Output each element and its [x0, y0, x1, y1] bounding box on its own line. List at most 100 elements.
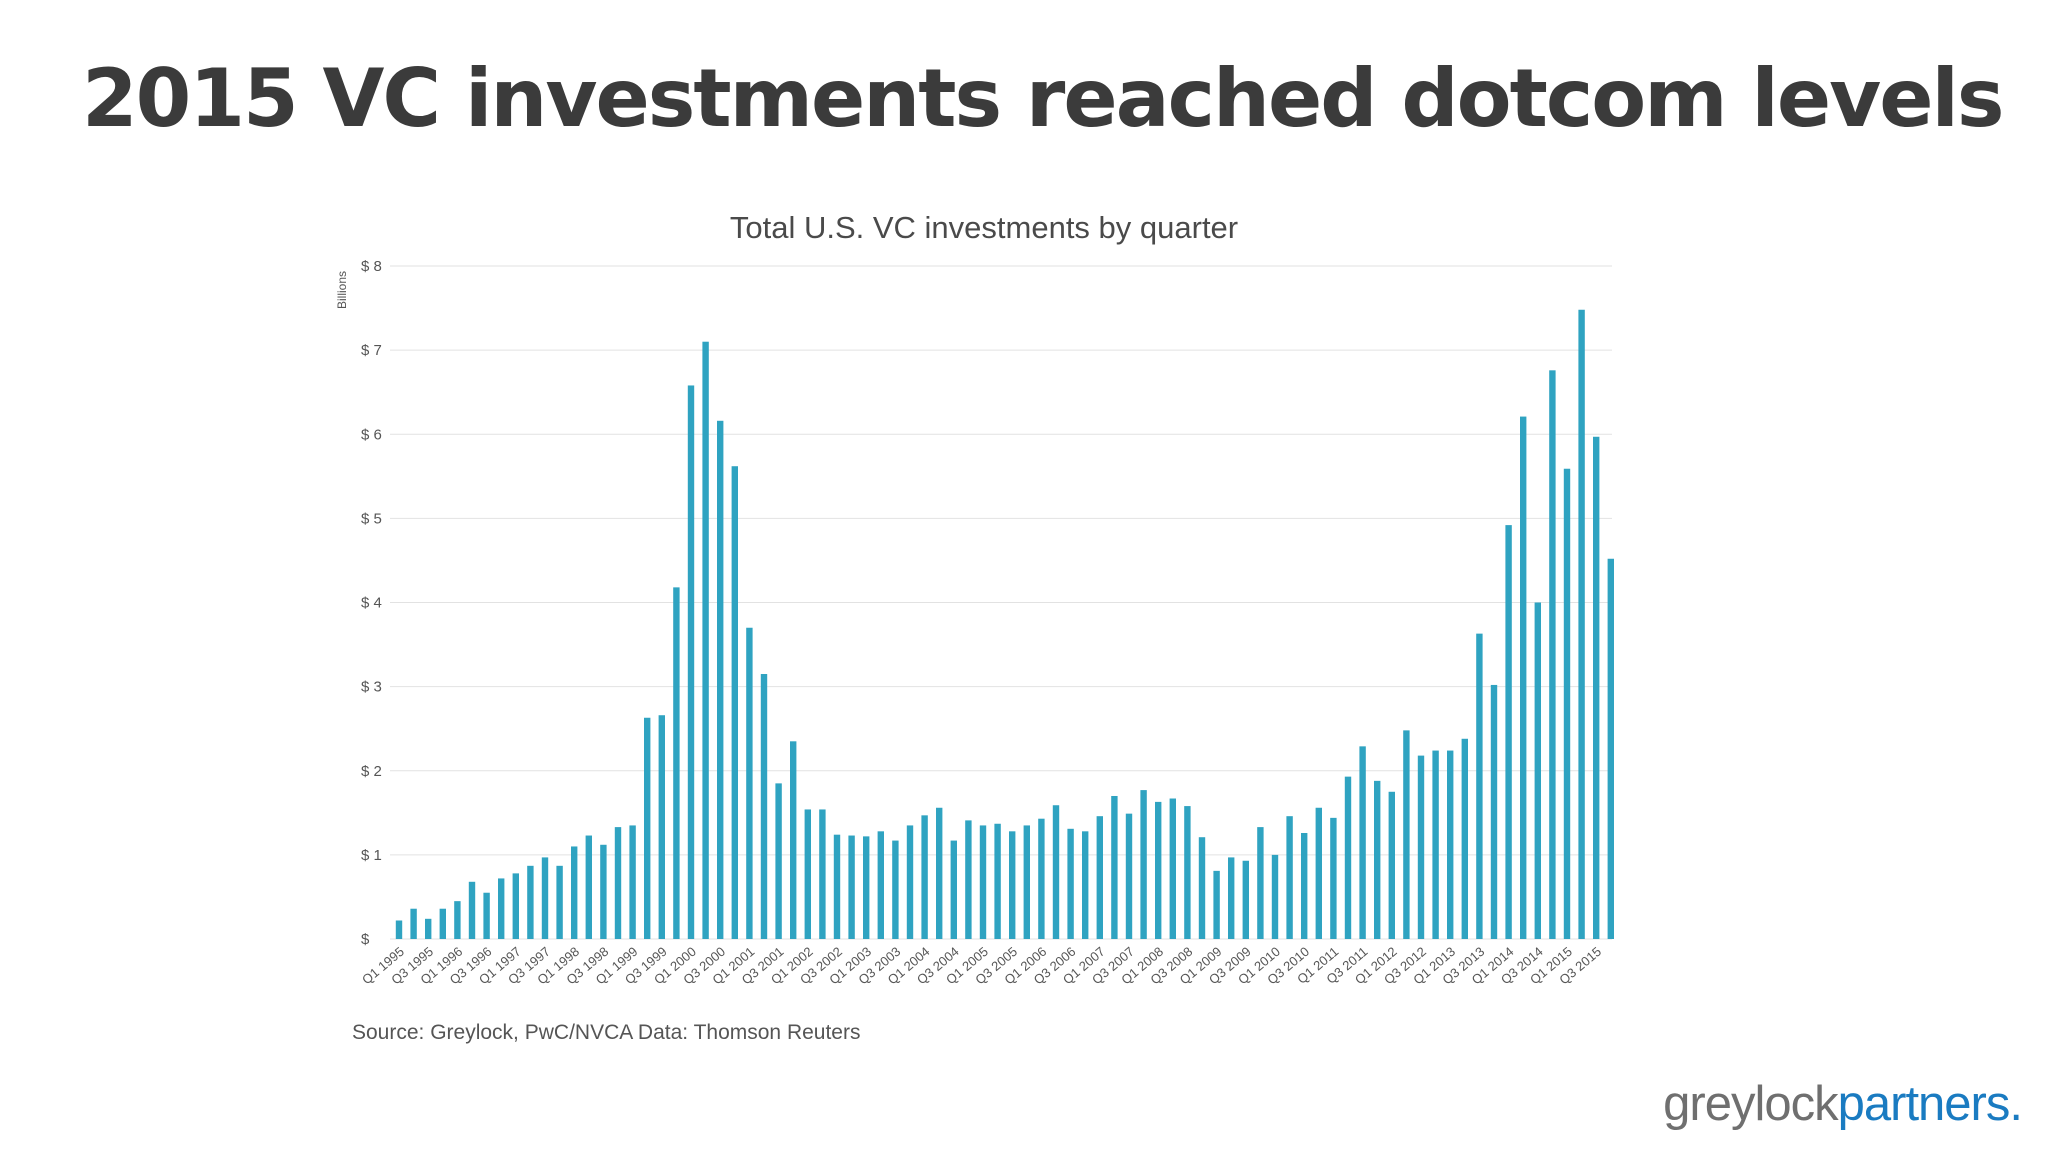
bar-q2-2005 — [994, 823, 1001, 939]
bar-q3-2013 — [1476, 633, 1483, 939]
bar-q4-1999 — [673, 587, 680, 939]
bar-q4-2009 — [1257, 827, 1264, 939]
bar-q2-2009 — [1228, 857, 1235, 939]
bar-q2-2012 — [1403, 730, 1410, 939]
bar-q1-2002 — [804, 809, 811, 939]
bar-q2-2006 — [1052, 805, 1060, 939]
bar-q4-2002 — [848, 835, 855, 939]
bar-q4-1997 — [556, 865, 563, 939]
y-tick-label: $ 2 — [361, 763, 382, 780]
y-axis-label: Billions — [335, 271, 349, 309]
bar-q1-2015 — [1563, 468, 1571, 939]
bar-q4-2013 — [1490, 684, 1498, 939]
bar-q3-2008 — [1184, 806, 1191, 939]
bar-q1-2004 — [921, 815, 928, 939]
bar-q1-2010 — [1271, 854, 1279, 940]
bar-q3-2000 — [717, 420, 724, 939]
bar-q4-2015 — [1607, 558, 1614, 939]
bar-q2-2004 — [936, 807, 943, 939]
y-tick-label: $ 1 — [361, 847, 382, 864]
bar-q1-2011 — [1330, 817, 1337, 939]
bars — [395, 309, 1614, 940]
bar-q4-2010 — [1315, 807, 1322, 939]
bar-q3-1998 — [600, 844, 607, 939]
bar-q1-2003 — [863, 836, 870, 939]
bar-q2-2010 — [1286, 816, 1293, 939]
y-tick-label: $ 6 — [361, 426, 382, 443]
chart-title-wrap: Total U.S. VC investments by quarter — [0, 210, 2048, 246]
bar-q4-1996 — [498, 878, 505, 939]
bar-q1-2001 — [746, 627, 753, 939]
bar-q3-1996 — [483, 892, 490, 939]
bar-q1-2006 — [1038, 818, 1045, 939]
bar-q4-2003 — [906, 825, 914, 939]
y-tick-label: $ 5 — [361, 510, 382, 527]
greylock-logo: greylockpartners. — [1663, 1076, 2023, 1132]
bar-q1-2007 — [1096, 816, 1103, 939]
bar-q3-2002 — [833, 834, 841, 939]
source-note: Source: Greylock, PwC/NVCA Data: Thomson… — [352, 1021, 861, 1044]
bar-q1-2009 — [1213, 870, 1220, 939]
bar-q3-1995 — [425, 918, 432, 939]
bar-q4-2007 — [1140, 790, 1147, 939]
bar-q3-1999 — [658, 715, 665, 939]
bar-q1-2000 — [687, 385, 695, 940]
y-tick-label: $ — [361, 931, 370, 948]
bar-q2-2008 — [1169, 798, 1176, 939]
y-tick-label: $ 8 — [361, 258, 382, 275]
y-tick-label: $ 4 — [361, 595, 382, 612]
bar-q2-1999 — [644, 717, 651, 939]
bar-q1-2008 — [1155, 801, 1162, 939]
bar-q2-2013 — [1461, 738, 1468, 939]
bar-q4-1995 — [439, 908, 446, 939]
bar-q1-2012 — [1388, 791, 1395, 939]
bar-q3-2007 — [1125, 813, 1133, 939]
bar-q2-2001 — [760, 674, 768, 939]
bar-q3-2005 — [1009, 831, 1016, 939]
chart-title: Total U.S. VC investments by quarter — [729, 210, 1239, 245]
bar-q4-1998 — [614, 827, 622, 939]
bar-q1-1999 — [629, 825, 636, 939]
bar-q3-2012 — [1417, 755, 1425, 939]
bar-q3-2011 — [1359, 746, 1366, 939]
y-tick-label: $ 3 — [361, 679, 382, 696]
bar-q3-2001 — [775, 783, 782, 939]
bar-q4-2005 — [1023, 825, 1030, 939]
grid-lines — [390, 265, 1612, 940]
bar-q3-2009 — [1242, 860, 1249, 939]
bar-q2-2015 — [1578, 309, 1585, 939]
bar-q4-2012 — [1432, 750, 1439, 939]
bar-q3-2015 — [1593, 436, 1600, 939]
logo-partners: partners. — [1837, 1077, 2023, 1131]
bar-q4-2006 — [1082, 831, 1089, 939]
bar-q2-1995 — [410, 908, 417, 939]
bar-q3-2006 — [1067, 828, 1074, 939]
logo-greylock: greylock — [1663, 1077, 1838, 1131]
bar-q2-1998 — [585, 835, 592, 939]
bar-q2-2000 — [702, 341, 709, 940]
bar-q4-2011 — [1374, 780, 1381, 939]
bar-q2-2002 — [819, 809, 826, 939]
bar-q1-2013 — [1447, 750, 1454, 939]
bar-q4-2000 — [731, 466, 738, 939]
bar-q2-2007 — [1111, 795, 1118, 939]
bar-q2-2011 — [1344, 776, 1352, 939]
slide-title: 2015 VC investments reached dotcom level… — [82, 52, 2005, 145]
bar-q3-1997 — [541, 857, 549, 939]
bar-q1-1998 — [571, 846, 578, 939]
bar-q4-2014 — [1549, 370, 1556, 939]
bar-q4-2004 — [965, 820, 972, 939]
bar-q1-2005 — [979, 825, 987, 939]
bar-q2-1996 — [468, 881, 476, 939]
bar-q3-2014 — [1534, 602, 1541, 939]
bar-q2-1997 — [527, 865, 534, 939]
y-tick-label: $ 7 — [361, 342, 382, 359]
bar-q1-1996 — [454, 901, 461, 939]
bar-q2-2014 — [1520, 416, 1527, 940]
bar-q3-2004 — [950, 840, 957, 939]
bar-q2-2003 — [877, 831, 884, 939]
bar-q4-2001 — [790, 741, 797, 939]
bar-q4-2008 — [1198, 837, 1206, 939]
bar-q1-1997 — [512, 873, 519, 939]
